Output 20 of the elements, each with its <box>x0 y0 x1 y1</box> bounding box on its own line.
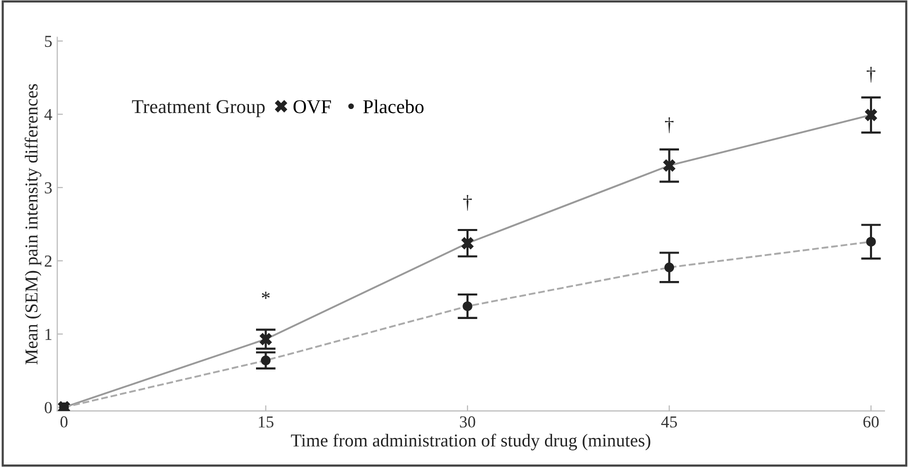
y-tick-label: 2 <box>44 256 52 267</box>
x-tick-label: 45 <box>661 416 677 428</box>
x-axis-title: Time from administration of study drug (minutes) <box>290 434 650 450</box>
legend-label: Placebo <box>363 100 424 114</box>
x-tick-label: 0 <box>60 416 68 428</box>
x-tick-label: 30 <box>460 416 476 428</box>
y-tick-label: 0 <box>44 402 52 414</box>
x-tick-label: 60 <box>863 416 879 428</box>
y-axis-title: Mean (SEM) pain intensity differences <box>24 84 42 364</box>
annotation: † <box>463 195 472 211</box>
y-tick-label: 1 <box>46 328 52 340</box>
x-tick-label: 15 <box>258 416 274 428</box>
y-tick-label: 3 <box>44 182 52 194</box>
annotation: * <box>262 292 270 299</box>
legend-title: Treatment Group <box>132 100 265 118</box>
annotation: † <box>664 117 674 134</box>
legend-label: OVF <box>294 100 331 114</box>
annotation: † <box>866 66 876 83</box>
y-tick-label: 4 <box>44 109 52 120</box>
y-tick-label: 5 <box>45 36 52 47</box>
